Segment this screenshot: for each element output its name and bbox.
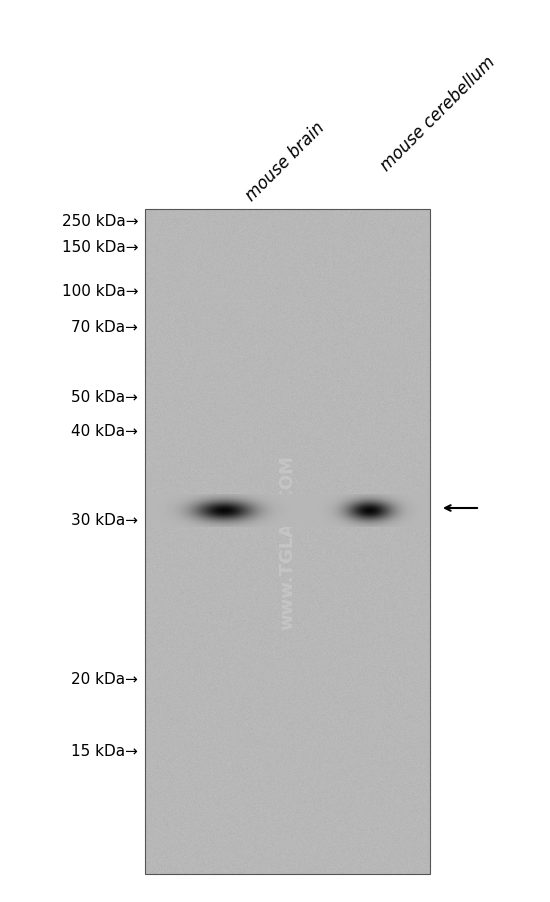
Bar: [145, 210, 430, 874]
Text: www.TGLAB.COM: www.TGLAB.COM: [278, 455, 296, 630]
Text: mouse cerebellum: mouse cerebellum: [377, 53, 499, 175]
Text: 50 kDa→: 50 kDa→: [71, 390, 138, 405]
Text: 70 kDa→: 70 kDa→: [71, 320, 138, 336]
Text: mouse brain: mouse brain: [242, 119, 328, 205]
Text: 40 kDa→: 40 kDa→: [71, 424, 138, 439]
Text: 30 kDa→: 30 kDa→: [71, 513, 138, 528]
Text: 250 kDa→: 250 kDa→: [62, 215, 138, 229]
Text: 20 kDa→: 20 kDa→: [71, 672, 138, 686]
Text: 100 kDa→: 100 kDa→: [62, 284, 138, 299]
Text: 150 kDa→: 150 kDa→: [62, 240, 138, 255]
Text: 15 kDa→: 15 kDa→: [71, 743, 138, 759]
